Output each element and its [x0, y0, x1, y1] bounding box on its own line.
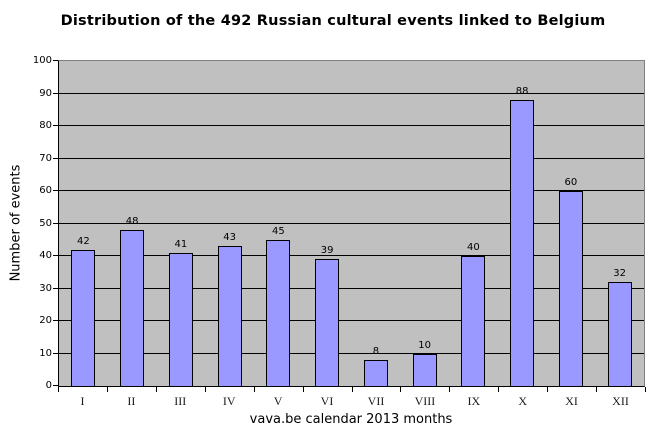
gridline: [59, 125, 644, 126]
x-axis-tick-label: VI: [320, 394, 334, 408]
y-axis-tick: [53, 255, 58, 256]
bar: [461, 256, 486, 386]
x-axis-tick: [449, 387, 451, 392]
y-axis-tick: [53, 222, 58, 224]
x-axis-tick: [155, 387, 157, 392]
x-axis-tick: [547, 387, 549, 392]
y-axis-tick: [53, 385, 58, 386]
y-axis-tick-label: 30: [39, 282, 52, 294]
x-axis-tick-label: II: [127, 394, 136, 408]
gridline: [59, 157, 644, 159]
x-axis-tick: [204, 387, 206, 392]
x-axis-tick: [106, 387, 108, 392]
y-axis-tick: [53, 125, 58, 126]
x-axis-tick-label: XI: [565, 394, 578, 408]
x-axis-tick: [351, 387, 353, 392]
bar-value-label: 48: [125, 216, 139, 227]
bar-value-label: 8: [372, 346, 380, 357]
y-axis-tick: [53, 320, 58, 321]
bar-value-label: 88: [515, 86, 529, 97]
bar: [558, 191, 583, 386]
bar: [71, 249, 96, 386]
x-axis-tick-label: XII: [612, 394, 629, 408]
bar: [412, 353, 437, 386]
bar-value-label: 41: [174, 238, 188, 250]
y-axis-tick-label: 40: [39, 250, 52, 261]
x-axis-tick: [645, 387, 646, 392]
x-axis-tick: [302, 387, 304, 392]
x-axis-tick: [596, 387, 598, 392]
y-axis-tick-label: 70: [39, 152, 52, 164]
y-axis-tick-label: 60: [39, 185, 52, 196]
bar: [120, 230, 145, 386]
x-axis-tick-label: VII: [367, 394, 385, 408]
x-axis-tick: [498, 387, 500, 392]
x-axis-tick-label: IV: [222, 394, 236, 408]
y-axis-tick-label: 50: [39, 217, 52, 229]
y-axis-tick: [53, 157, 58, 159]
bar-value-label: 39: [320, 245, 334, 257]
x-axis-tick: [58, 387, 59, 392]
gridline: [59, 287, 644, 289]
bar-value-label: 45: [272, 225, 285, 237]
bar-value-label: 40: [467, 242, 480, 253]
bar: [168, 252, 193, 386]
y-axis-tick-label: 20: [39, 315, 52, 326]
x-axis-tick-label: X: [518, 394, 528, 408]
y-axis-tick: [53, 60, 58, 61]
y-axis-tick-label: 90: [39, 87, 52, 99]
bar: [266, 239, 291, 386]
bar-value-label: 60: [564, 177, 578, 188]
plot-area: 42 48 41 43 45 39 8 10 40 88 60 32: [58, 60, 645, 387]
bar: [607, 282, 632, 386]
y-axis-tick: [53, 287, 58, 289]
gridline: [59, 255, 644, 256]
bar: [217, 246, 242, 386]
x-axis-tick: [253, 387, 255, 392]
y-axis-tick-label: 0: [45, 380, 52, 391]
gridline: [59, 190, 644, 191]
x-axis-tick-label: III: [174, 394, 187, 408]
x-axis-tick: [400, 387, 402, 392]
gridline: [59, 92, 644, 94]
bar-value-label: 43: [223, 232, 236, 244]
x-axis-tick-label: IX: [467, 394, 481, 408]
bar: [363, 360, 388, 386]
y-axis-tick-label: 10: [39, 347, 52, 359]
chart-title: Distribution of the 492 Russian cultural…: [60, 13, 606, 29]
y-axis-tick: [53, 92, 58, 94]
bar-value-label: 32: [613, 268, 626, 279]
gridline: [59, 352, 644, 354]
bar-value-label: 42: [77, 235, 90, 247]
gridline: [59, 320, 644, 321]
y-axis-tick: [53, 352, 58, 354]
bar: [315, 259, 340, 386]
bar-value-label: 10: [418, 339, 431, 351]
gridline: [59, 222, 644, 224]
bar: [510, 100, 535, 386]
y-axis-tick: [53, 190, 58, 191]
y-axis-tick-label: 80: [39, 120, 52, 131]
y-axis-tick-label: 100: [32, 55, 52, 66]
x-axis-tick-label: V: [273, 394, 283, 408]
x-axis-tick-label: VIII: [414, 394, 436, 408]
x-axis-tick-label: I: [80, 394, 85, 408]
x-axis-title: vava.be calendar 2013 months: [249, 412, 453, 427]
